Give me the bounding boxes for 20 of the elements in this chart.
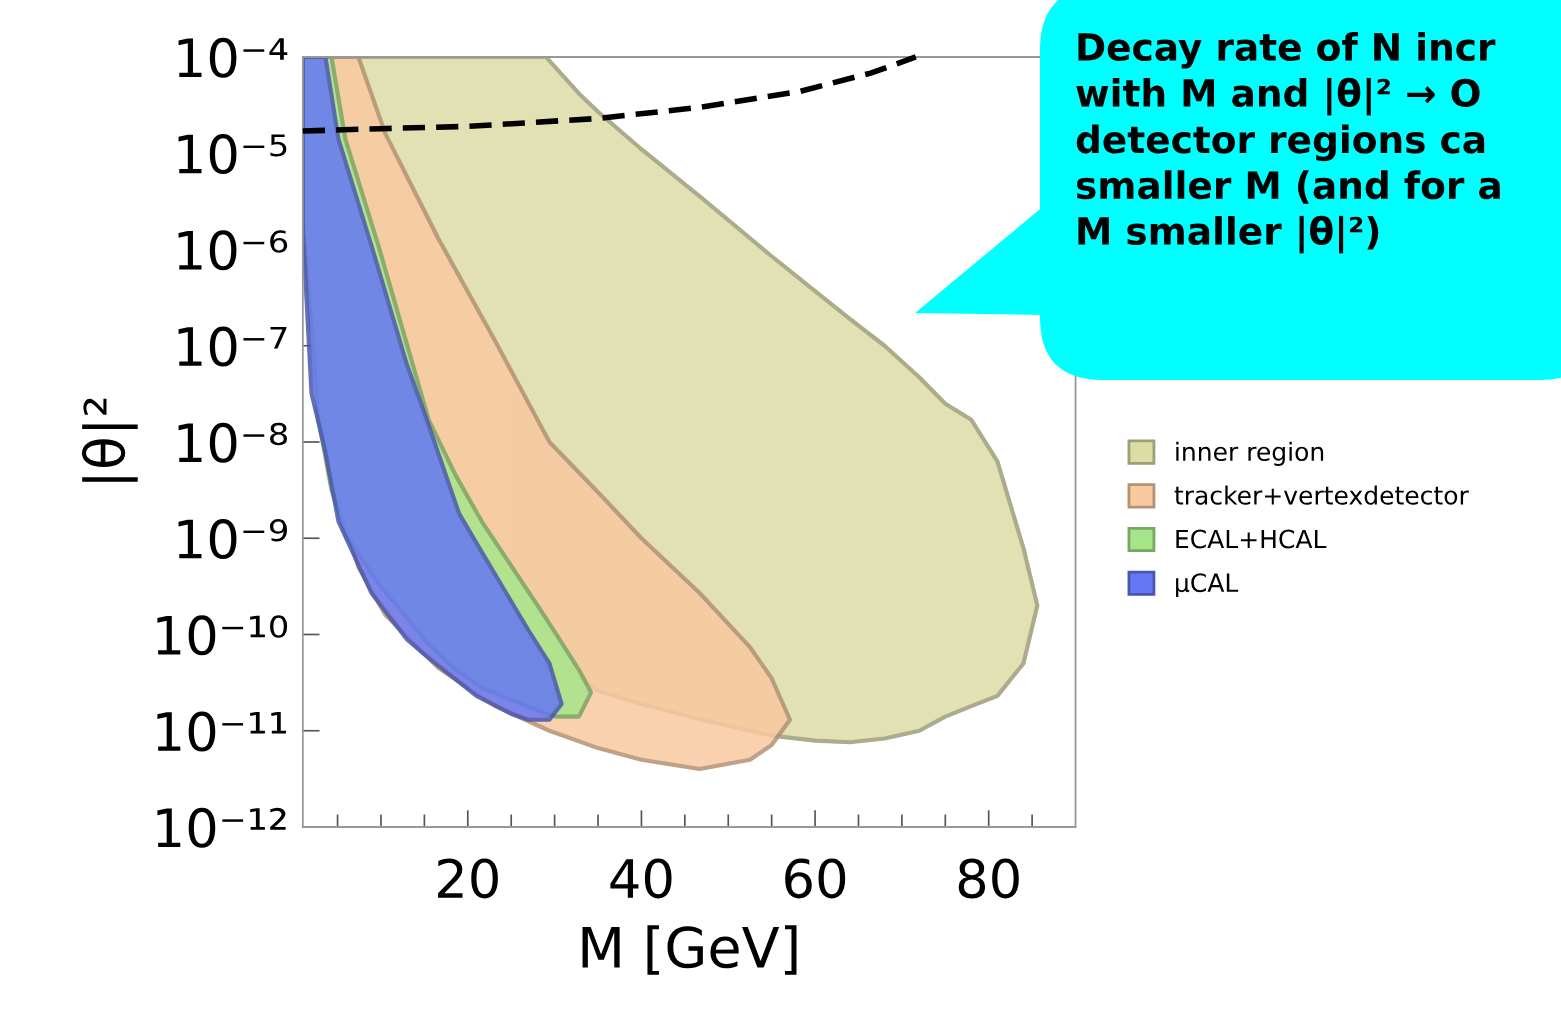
y-axis-title: |θ|²: [81, 398, 138, 482]
y-tick-label: 10⁻⁴: [178, 37, 288, 78]
y-tick-label: 10⁻¹⁰: [157, 615, 288, 656]
y-tick-label: 10⁻⁶: [178, 230, 288, 271]
y-tick-label: 10⁻⁷: [178, 326, 287, 367]
text: Decay rate of N incr with M and |θ|² → O detector regions ca smaller M (and for a M smaller |θ|²): [1076, 32, 1500, 254]
x-tick-label: 60: [785, 858, 846, 899]
y-tick-label: 10⁻¹²: [157, 807, 286, 848]
x-axis-title: M [GeV]: [582, 925, 797, 975]
y-tick-label: 10⁻¹¹: [157, 711, 287, 752]
legend-label: inner region: [1176, 441, 1324, 466]
y-tick-label: 10⁻⁹: [178, 519, 287, 560]
y-tick-label: 10⁻⁵: [178, 134, 287, 175]
x-tick-label: 80: [958, 858, 1019, 899]
y-tick-label: 10⁻⁸: [178, 422, 288, 463]
legend-label: μCAL: [1176, 573, 1239, 598]
x-tick-label: 40: [610, 858, 672, 899]
x-tick-label: 20: [438, 858, 498, 899]
legend-label: ECAL+HCAL: [1176, 529, 1327, 549]
legend-label: tracker+vertexdetector: [1174, 485, 1469, 505]
